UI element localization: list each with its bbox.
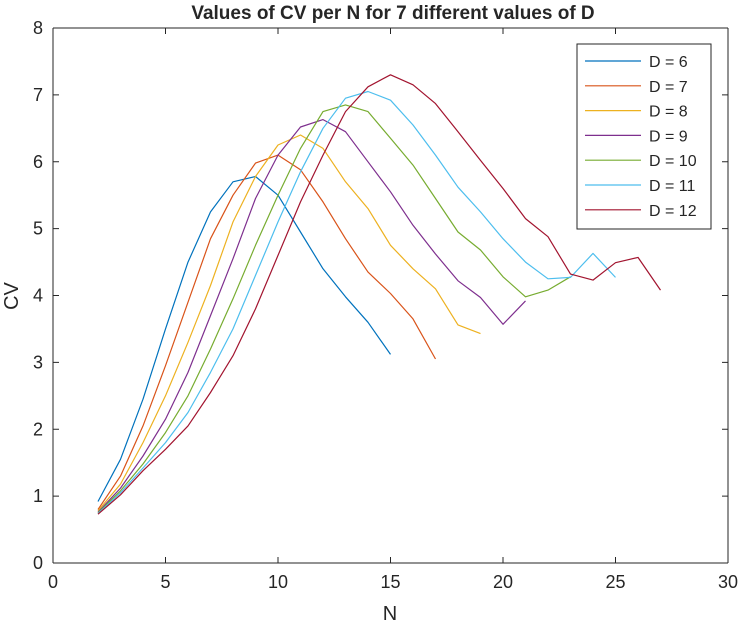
legend-label: D = 12 — [649, 203, 697, 220]
series-line — [97, 134, 481, 512]
y-tick-label: 6 — [33, 152, 43, 172]
legend-label: D = 6 — [649, 54, 688, 71]
x-tick-label: 0 — [48, 572, 58, 592]
y-tick-label: 2 — [33, 419, 43, 439]
y-tick-label: 5 — [33, 219, 43, 239]
x-tick-label: 5 — [160, 572, 170, 592]
x-tick-label: 20 — [493, 572, 513, 592]
axis-ticks: 0 5 10 15 20 25 30 0 1 2 3 4 5 6 7 8 — [33, 18, 738, 592]
legend-label: D = 10 — [649, 153, 697, 170]
x-tick-label: 30 — [718, 572, 738, 592]
y-tick-label: 0 — [33, 553, 43, 573]
x-axis-label: N — [383, 603, 397, 625]
y-tick-label: 1 — [33, 486, 43, 506]
legend-label: D = 11 — [649, 178, 696, 195]
series-line — [97, 118, 526, 513]
x-tick-label: 25 — [605, 572, 625, 592]
y-axis-label: CV — [1, 281, 23, 309]
series-line — [97, 74, 661, 515]
series-line — [97, 175, 391, 502]
series-line — [97, 154, 437, 510]
chart-title: Values of CV per N for 7 different value… — [191, 3, 594, 24]
y-tick-label: 3 — [33, 352, 43, 372]
legend-label: D = 9 — [649, 128, 688, 145]
series-line — [97, 104, 571, 514]
legend-box — [576, 43, 712, 230]
legend-label: D = 7 — [649, 79, 688, 96]
legend: D = 6 D = 7 D = 8 D = 9 D = 10 D = 11 D = 12 — [576, 43, 712, 230]
y-tick-label: 7 — [33, 85, 43, 105]
series-line — [97, 90, 616, 514]
legend-label: D = 8 — [649, 104, 688, 121]
x-tick-label: 15 — [380, 572, 400, 592]
y-tick-label: 8 — [33, 18, 43, 38]
series-layer — [97, 74, 661, 515]
x-tick-label: 10 — [268, 572, 288, 592]
y-tick-label: 4 — [33, 286, 43, 306]
